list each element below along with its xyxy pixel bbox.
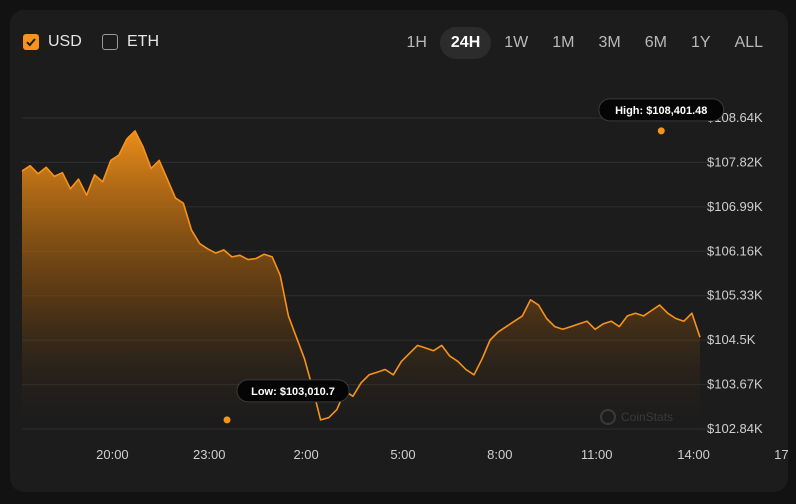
low-callout-label: Low: $103,010.7 <box>251 386 335 398</box>
x-tick-label: 20:00 <box>96 447 129 462</box>
y-tick-label: $104.5K <box>707 332 756 347</box>
x-tick-label: 14:00 <box>677 447 710 462</box>
low-callout-box <box>236 379 350 403</box>
eth-checkbox[interactable] <box>102 34 118 50</box>
price-line <box>21 130 701 421</box>
y-tick-label: $102.84K <box>707 421 763 436</box>
x-tick-label: 23:00 <box>193 447 226 462</box>
high-marker <box>657 127 665 135</box>
x-tick-label: 17:00 <box>774 447 788 462</box>
high-callout-label: High: $108,401.48 <box>615 105 707 117</box>
usd-label: USD <box>48 33 82 50</box>
coinstats-logo-icon <box>600 409 616 425</box>
period-1y[interactable]: 1Y <box>690 34 711 51</box>
x-tick-label: 2:00 <box>293 447 318 462</box>
x-tick-label: 8:00 <box>487 447 512 462</box>
price-area-fill <box>22 130 700 429</box>
low-marker <box>223 416 231 424</box>
y-tick-label: $107.82K <box>707 154 763 169</box>
currency-usd-toggle[interactable]: USD <box>23 33 82 51</box>
period-6m[interactable]: 6M <box>644 34 667 51</box>
check-icon <box>26 38 36 47</box>
period-1m[interactable]: 1M <box>552 34 575 51</box>
high-callout-box <box>598 98 725 122</box>
y-tick-label: $106.99K <box>707 199 763 214</box>
usd-checkbox[interactable] <box>23 34 39 50</box>
period-1w[interactable]: 1W <box>504 34 529 51</box>
period-1h[interactable]: 1H <box>406 34 427 51</box>
price-chart-card: $108.64K $107.82K $106.99K $106.16K $105.33K… <box>10 10 788 492</box>
y-tick-label: $105.33K <box>707 288 763 303</box>
period-selector: 1H 24H 1W 1M 3M 6M 1Y ALL <box>395 27 774 59</box>
y-tick-label: $103.67K <box>707 377 763 392</box>
eth-label: ETH <box>127 33 159 50</box>
period-3m[interactable]: 3M <box>598 34 621 51</box>
x-tick-label: 5:00 <box>390 447 415 462</box>
period-24h[interactable]: 24H <box>439 27 492 59</box>
x-tick-label: 11:00 <box>581 447 613 462</box>
watermark-text: CoinStats <box>621 410 673 424</box>
y-tick-label: $106.16K <box>707 243 763 258</box>
price-chart: $108.64K$107.82K$106.99K$106.16K$105.33K… <box>21 98 788 462</box>
currency-eth-toggle[interactable]: ETH <box>102 33 159 51</box>
period-all[interactable]: ALL <box>734 34 763 51</box>
coinstats-watermark: CoinStats <box>600 409 673 425</box>
